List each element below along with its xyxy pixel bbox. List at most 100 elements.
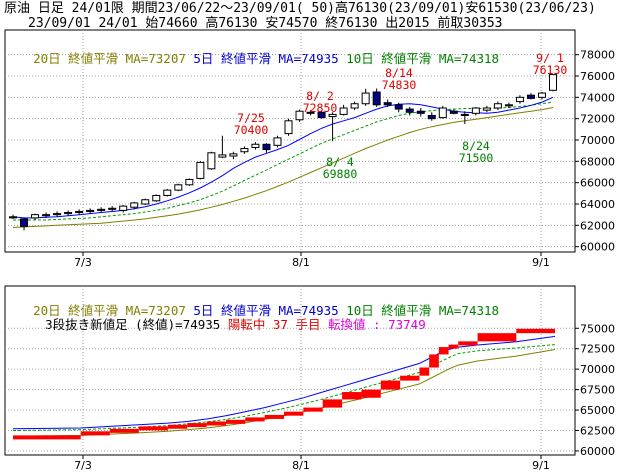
legend-ma10-bottom: 10日 終値平滑 MA=74318 xyxy=(346,303,500,318)
kagi-brick xyxy=(380,380,401,390)
candle-body xyxy=(438,107,447,119)
bottom-ytick-label: 60000 xyxy=(580,445,615,458)
kagi-brick xyxy=(458,341,478,346)
top-ytick-label: 64000 xyxy=(580,198,615,211)
bottom-xtick-label: 7/3 xyxy=(74,459,92,472)
bottom-xtick-label: 9/1 xyxy=(532,459,550,472)
candle-body xyxy=(240,148,249,153)
annotation-date: 7/25 xyxy=(237,111,265,125)
candle-body xyxy=(306,111,315,114)
candle-body xyxy=(460,113,469,116)
kagi-legend: 3段抜き新値足 (終値)=74935 陽転中 37 手目 転換値 : 73749 xyxy=(30,304,426,332)
bottom-legend: 20日 終値平滑 MA=73207 5日 終値平滑 MA=74935 10日 終… xyxy=(18,290,499,318)
top-ytick-label: 66000 xyxy=(580,177,615,190)
candle-body xyxy=(383,102,392,106)
candle-body xyxy=(549,74,557,91)
kagi-state: 陽転中 xyxy=(227,317,266,332)
candle-body xyxy=(229,153,238,157)
bottom-ytick-label: 72500 xyxy=(580,343,615,356)
candle-body xyxy=(9,216,17,219)
candle-body xyxy=(515,96,524,103)
kagi-brick xyxy=(303,407,323,412)
candle-body xyxy=(42,214,51,217)
candle-body xyxy=(119,205,128,211)
candle-body xyxy=(405,108,414,113)
top-ytick-label: 60000 xyxy=(580,241,615,254)
candle-body xyxy=(361,92,370,105)
candle-body xyxy=(284,120,293,135)
chart-header-line2: 23/09/01 24/01 始74660 高76130 安74570 終761… xyxy=(28,16,503,31)
bottom-ytick-label: 62500 xyxy=(580,424,615,437)
kagi-brick xyxy=(187,423,207,428)
candle-body xyxy=(526,94,535,99)
candle-body xyxy=(482,107,491,111)
kagi-brick xyxy=(167,424,188,429)
annotation-value: 76130 xyxy=(533,63,568,77)
top-ytick-label: 62000 xyxy=(580,219,615,232)
candle-body xyxy=(53,213,62,216)
candle-body xyxy=(537,92,546,98)
candle-body xyxy=(273,137,282,146)
candle-body xyxy=(317,111,326,119)
candle-body xyxy=(504,104,513,107)
kagi-brick xyxy=(13,435,81,440)
bottom-ytick-label: 67500 xyxy=(580,384,615,397)
kagi-brick xyxy=(245,417,265,422)
kagi-brick xyxy=(138,426,168,431)
top-xtick-label: 8/1 xyxy=(292,256,310,269)
candle-body xyxy=(471,107,480,114)
bottom-panel-frame xyxy=(4,285,576,456)
annotation-date: 8/14 xyxy=(385,66,413,80)
top-ytick-label: 78000 xyxy=(580,49,615,62)
candle-body xyxy=(130,202,139,208)
candle-body xyxy=(64,212,73,215)
candle-body xyxy=(493,103,502,109)
candle-body xyxy=(416,110,425,114)
candle-body xyxy=(328,113,337,118)
kagi-brick xyxy=(448,344,459,349)
top-xtick-label: 7/3 xyxy=(74,256,92,269)
candle-body xyxy=(449,110,458,114)
kagi-brick xyxy=(438,347,449,355)
legend-ma20: 20日 終値平滑 MA=73207 xyxy=(33,51,186,66)
candle-body xyxy=(31,214,40,219)
annotation-value: 72850 xyxy=(303,101,338,115)
kagi-brick xyxy=(516,328,555,334)
candle-body xyxy=(350,103,359,109)
candle-body xyxy=(427,114,436,120)
top-ytick-label: 72000 xyxy=(580,113,615,126)
top-ytick-label: 68000 xyxy=(580,155,615,168)
bottom-xtick-label: 8/1 xyxy=(292,459,310,472)
candle-body xyxy=(218,154,227,158)
bottom-ytick-label: 75000 xyxy=(580,322,615,335)
kagi-brick xyxy=(342,392,362,400)
ma20-line-bottom xyxy=(12,349,556,437)
bottom-ytick-label: 65000 xyxy=(580,404,615,417)
chart-header-line1: 原油 日足 24/01限 期間23/06/22～23/09/01( 50)高76… xyxy=(4,1,596,16)
top-xtick-label: 9/1 xyxy=(532,256,550,269)
kagi-brick xyxy=(80,431,110,436)
top-ytick-label: 76000 xyxy=(580,70,615,83)
annotation-date: 9/ 1 xyxy=(536,51,564,65)
candle-body xyxy=(262,143,271,151)
legend-ma20-bottom: 20日 終値平滑 MA=73207 xyxy=(33,303,186,318)
annotation-date: 8/24 xyxy=(462,139,490,153)
top-ytick-label: 70000 xyxy=(580,134,615,147)
top-panel-frame xyxy=(4,29,576,253)
kagi-brick xyxy=(206,421,226,426)
annotation-value: 70400 xyxy=(234,123,269,137)
candle-body xyxy=(339,107,348,115)
top-ytick-label: 74000 xyxy=(580,91,615,104)
kagi-brick xyxy=(109,428,139,433)
candle-body xyxy=(174,184,183,191)
candle-body xyxy=(372,91,381,106)
candle-body xyxy=(207,152,216,170)
annotation-value: 71500 xyxy=(459,151,494,165)
kagi-brick xyxy=(361,389,381,398)
candle-body xyxy=(97,208,106,211)
bottom-ytick-label: 70000 xyxy=(580,363,615,376)
kagi-brick xyxy=(400,375,420,381)
annotation-date: 8/ 2 xyxy=(306,89,334,103)
ma10-line-top xyxy=(13,101,554,221)
annotation-date: 8/ 4 xyxy=(326,155,354,169)
